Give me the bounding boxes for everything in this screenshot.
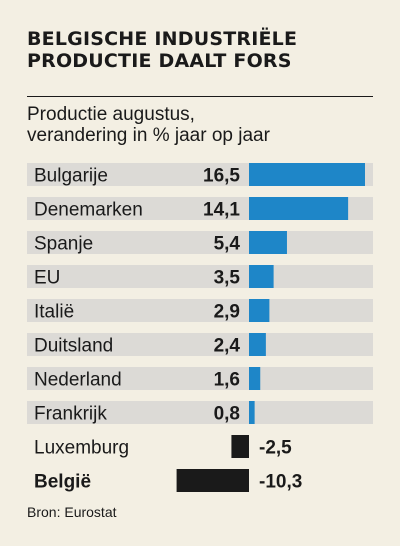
bar-duitsland	[249, 333, 266, 356]
value-label-eu: 3,5	[214, 268, 241, 289]
category-label-bulgarije: Bulgarije	[34, 166, 108, 187]
value-label-luxemburg: -2,5	[259, 438, 292, 459]
subtitle-line-2: verandering in % jaar op jaar	[27, 125, 270, 146]
category-label-denemarken: Denemarken	[34, 200, 143, 221]
title-divider	[27, 96, 373, 97]
bar-denemarken	[249, 197, 349, 220]
bar-eu	[249, 265, 274, 288]
row-background-frankrijk	[27, 401, 373, 424]
value-label-spanje: 5,4	[214, 234, 241, 255]
row-background-italie	[27, 299, 373, 322]
title-line-1: BELGISCHE INDUSTRIËLE	[27, 28, 298, 50]
chart-subtitle: Productie augustus, verandering in % jaa…	[27, 104, 387, 146]
category-label-belgie: België	[34, 472, 91, 493]
category-label-luxemburg: Luxemburg	[34, 438, 129, 459]
value-label-denemarken: 14,1	[203, 200, 240, 221]
category-label-italie: Italië	[34, 302, 74, 323]
bar-bulgarije	[249, 163, 365, 186]
value-label-frankrijk: 0,8	[214, 404, 240, 425]
chart-title: BELGISCHE INDUSTRIËLE PRODUCTIE DAALT FO…	[27, 28, 387, 72]
title-line-2: PRODUCTIE DAALT FORS	[27, 50, 292, 72]
bar-italie	[249, 299, 270, 322]
value-label-duitsland: 2,4	[214, 336, 241, 357]
category-label-spanje: Spanje	[34, 234, 93, 255]
category-label-duitsland: Duitsland	[34, 336, 113, 357]
bar-spanje	[249, 231, 287, 254]
category-label-nederland: Nederland	[34, 370, 122, 391]
value-label-bulgarije: 16,5	[203, 166, 240, 187]
row-background-nederland	[27, 367, 373, 390]
bar-frankrijk	[249, 401, 255, 424]
subtitle-line-1: Productie augustus,	[27, 104, 195, 125]
bar-belgie	[176, 469, 249, 492]
category-label-frankrijk: Frankrijk	[34, 404, 107, 425]
bar-nederland	[249, 367, 261, 390]
category-label-eu: EU	[34, 268, 60, 289]
source-note: Bron: Eurostat	[27, 504, 117, 520]
row-background-eu	[27, 265, 373, 288]
value-label-belgie: -10,3	[259, 472, 302, 493]
row-background-duitsland	[27, 333, 373, 356]
bar-luxemburg	[231, 435, 249, 458]
value-label-italie: 2,9	[214, 302, 240, 323]
value-label-nederland: 1,6	[214, 370, 240, 391]
